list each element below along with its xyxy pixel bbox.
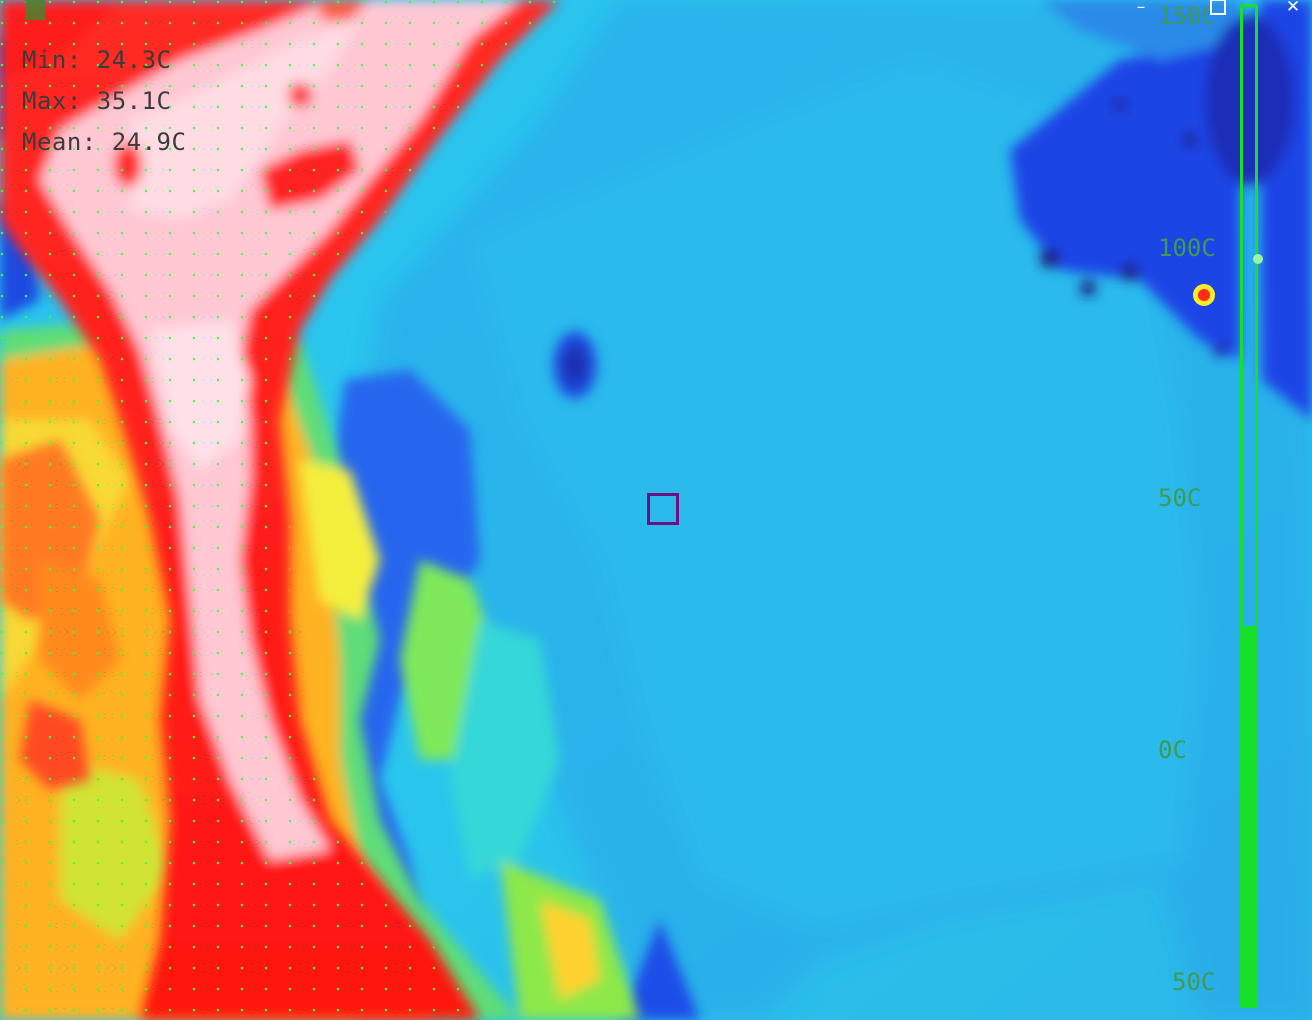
max-temp-value: 35.1C [96, 87, 172, 115]
mean-temp-label: Mean: [22, 128, 97, 156]
mean-temp-value: 24.9C [111, 128, 187, 156]
temperature-scale-bar [1240, 4, 1258, 1008]
scale-label-50: 50C [1158, 484, 1202, 512]
min-temp-row: Min: 24.3C [22, 40, 186, 81]
min-temp-label: Min: [22, 46, 82, 74]
scale-label-top: 150C [1158, 2, 1216, 30]
mean-temp-row: Mean: 24.9C [22, 122, 186, 163]
corner-marker [25, 0, 45, 20]
scale-label-100: 100C [1158, 234, 1216, 262]
minimize-button[interactable]: – [1136, 0, 1146, 17]
max-temp-label: Max: [22, 87, 82, 115]
min-temp-value: 24.3C [96, 46, 172, 74]
maximize-button[interactable] [1205, 0, 1231, 18]
roi-box[interactable] [647, 493, 679, 525]
temperature-scale-fill [1243, 626, 1255, 1005]
scale-label-bottom: 50C [1172, 968, 1216, 996]
scale-marker [1253, 254, 1263, 264]
maximize-icon [1210, 0, 1226, 15]
temperature-stats: Min: 24.3C Max: 35.1C Mean: 24.9C [22, 40, 186, 163]
close-button[interactable]: ✕ [1285, 0, 1301, 17]
max-temp-row: Max: 35.1C [22, 81, 186, 122]
scale-label-0: 0C [1158, 736, 1187, 764]
